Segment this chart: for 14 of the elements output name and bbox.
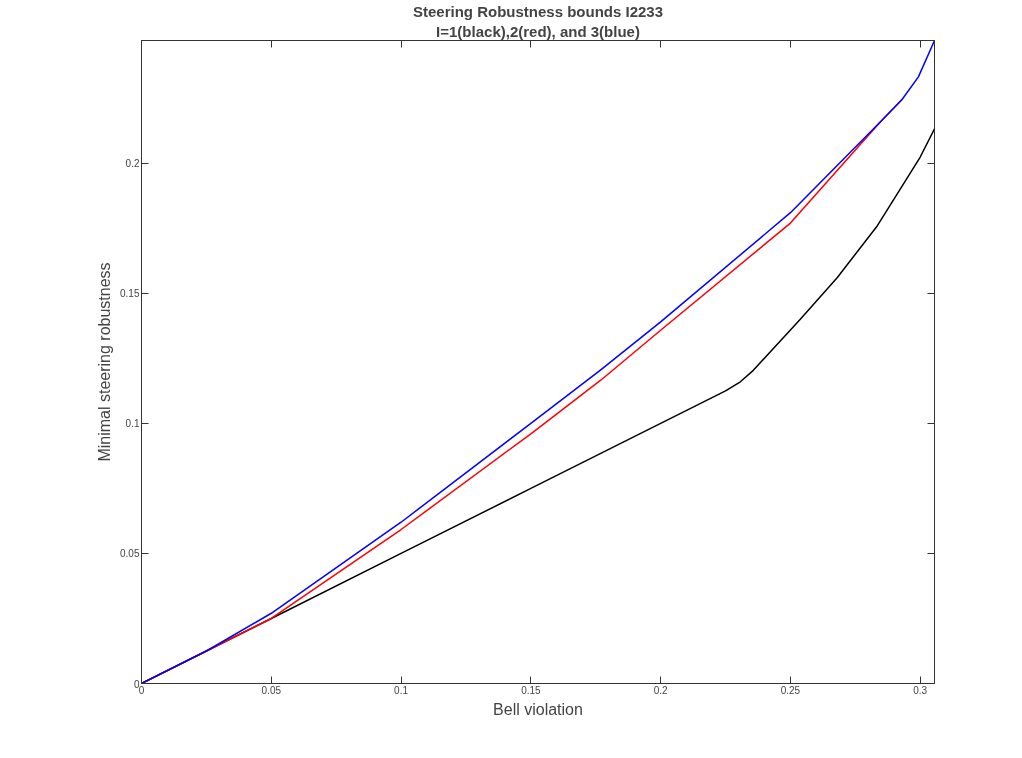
chart-subtitle: I=1(black),2(red), and 3(blue) xyxy=(436,22,640,40)
y-tick-label: 0.15 xyxy=(120,288,140,300)
y-axis-title: Minimal steering robustness xyxy=(96,262,114,462)
x-tick-label: 0.05 xyxy=(261,684,282,696)
x-tick-label: 0.15 xyxy=(521,684,542,696)
x-tick-label: 0.1 xyxy=(394,684,409,696)
chart-title: Steering Robustness bounds I2233 xyxy=(412,2,664,20)
x-tick-label: 0.2 xyxy=(653,684,669,696)
y-tick-label: 0.1 xyxy=(125,418,140,430)
y-tick-label: 0.05 xyxy=(120,548,140,560)
x-tick-label: 0.25 xyxy=(780,684,801,696)
x-tick-label: 0.3 xyxy=(913,684,928,696)
y-tick-label: 0.2 xyxy=(125,158,140,170)
x-axis-title: Bell violation xyxy=(493,700,583,718)
